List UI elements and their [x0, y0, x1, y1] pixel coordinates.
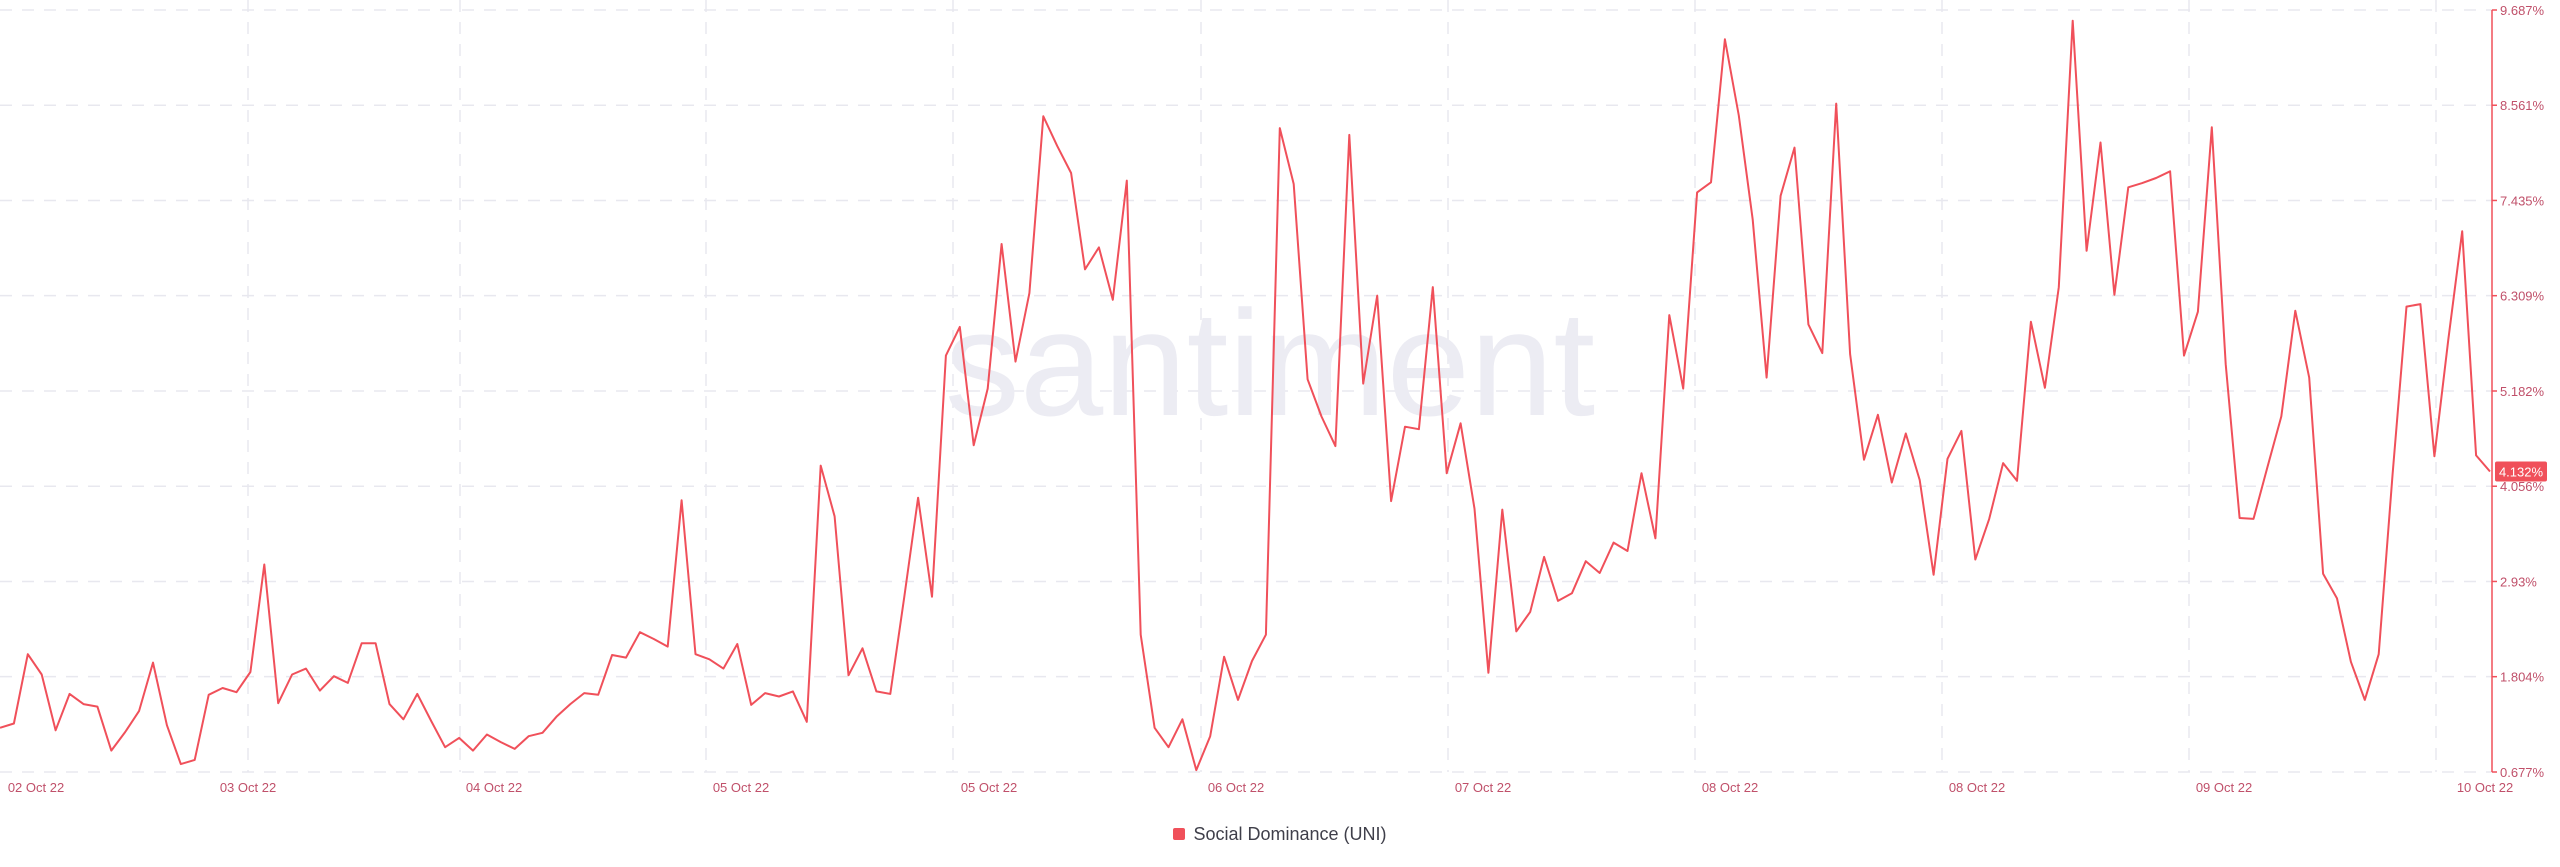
y-tick-label: 8.561%	[2500, 98, 2545, 113]
y-tick-label: 7.435%	[2500, 193, 2545, 208]
x-tick-label: 05 Oct 22	[961, 780, 1017, 795]
x-tick-label: 05 Oct 22	[713, 780, 769, 795]
x-tick-label: 09 Oct 22	[2196, 780, 2252, 795]
last-value-badge	[2495, 461, 2547, 482]
last-value-label: 4.132%	[2499, 465, 2544, 480]
x-tick-label: 03 Oct 22	[220, 780, 276, 795]
y-tick-label: 2.93%	[2500, 574, 2537, 589]
watermark-logo: santiment	[945, 279, 1595, 447]
x-tick-label: 06 Oct 22	[1208, 780, 1264, 795]
x-tick-label: 04 Oct 22	[466, 780, 522, 795]
y-tick-label: 6.309%	[2500, 289, 2545, 304]
legend[interactable]: Social Dominance (UNI)	[0, 822, 2560, 846]
y-tick-label: 1.804%	[2500, 670, 2545, 685]
x-tick-label: 10 Oct 22	[2457, 780, 2513, 795]
legend-swatch	[1173, 828, 1186, 840]
series-line-social-dominance	[0, 19, 2491, 772]
y-tick-label: 4.056%	[2500, 479, 2545, 494]
x-tick-label: 07 Oct 22	[1455, 780, 1511, 795]
x-tick-label: 08 Oct 22	[1949, 780, 2005, 795]
y-tick-label: 9.687%	[2500, 3, 2545, 18]
x-tick-label: 08 Oct 22	[1702, 780, 1758, 795]
x-tick-label: 02 Oct 22	[8, 780, 64, 795]
legend-label: Social Dominance (UNI)	[1193, 823, 1387, 844]
y-tick-label: 5.182%	[2500, 384, 2545, 399]
y-tick-label: 0.677%	[2500, 765, 2545, 780]
